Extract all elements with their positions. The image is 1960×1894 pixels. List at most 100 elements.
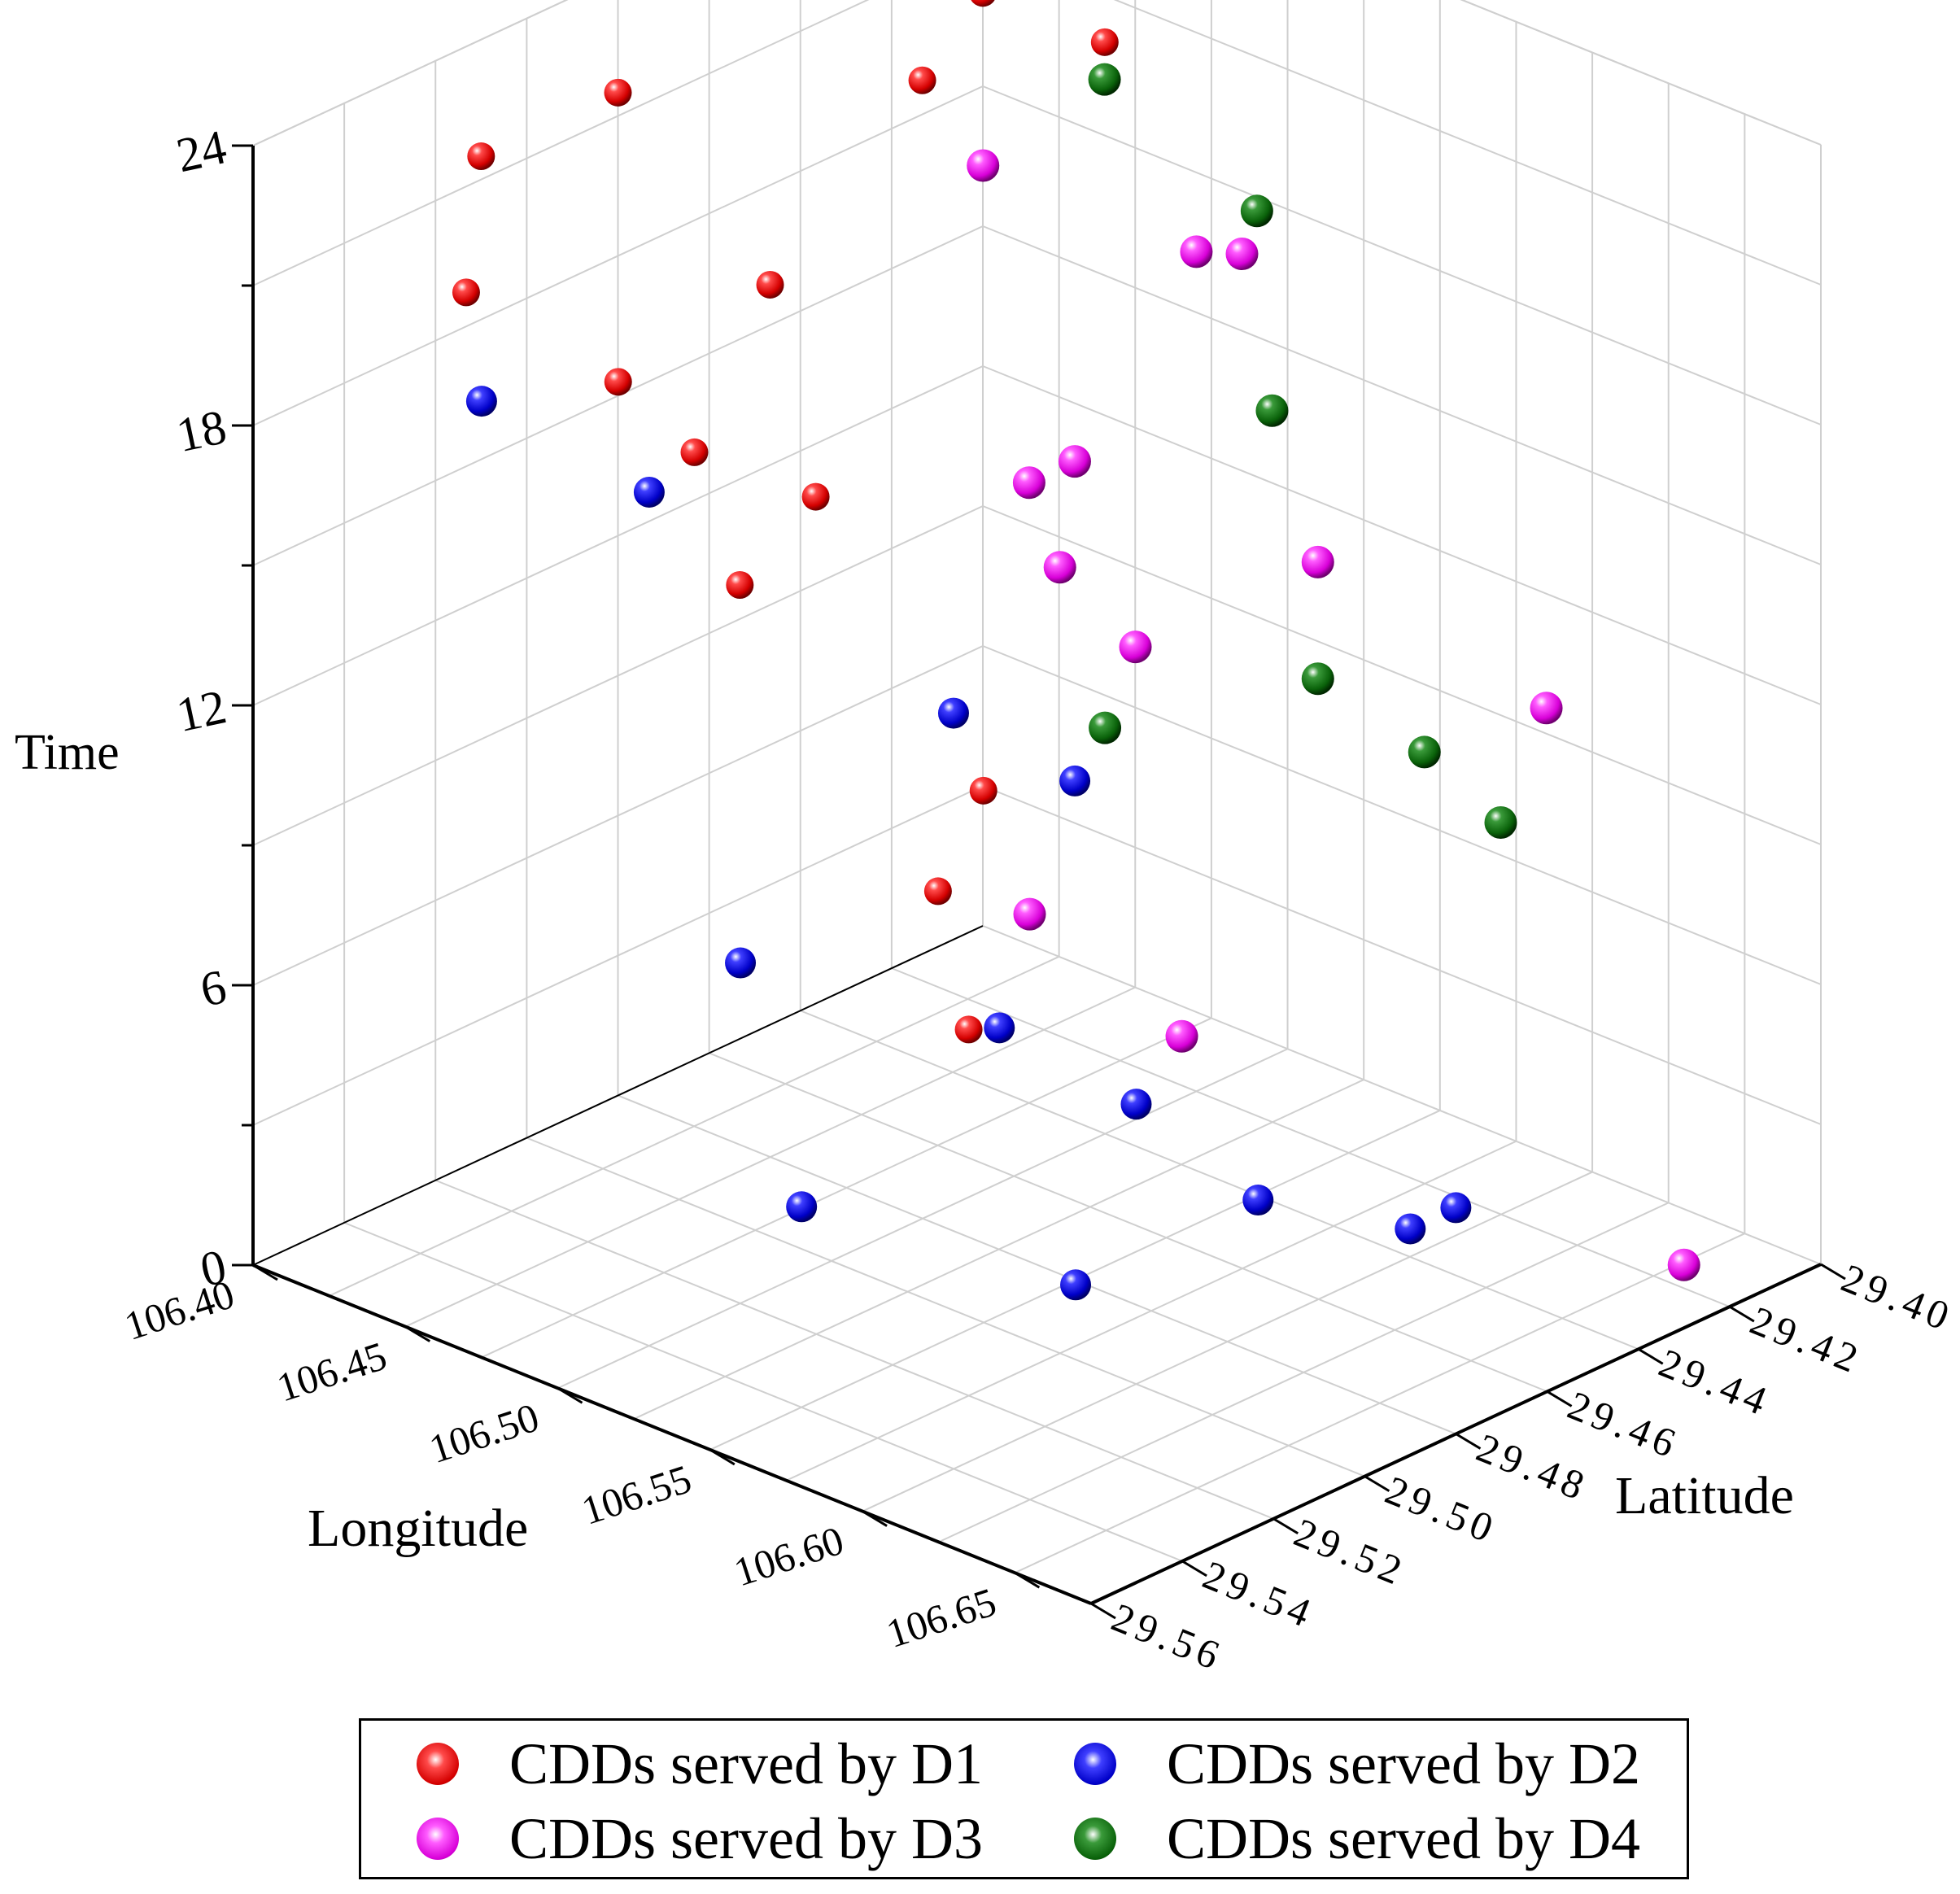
time-tick-label-3: 18 (172, 399, 230, 462)
latitude-tick-4 (1455, 1433, 1482, 1450)
point-series2-8 (1060, 1269, 1092, 1301)
point-series2-3 (1059, 765, 1091, 796)
grid-line-54 (252, 0, 870, 286)
grid-line-58 (252, 0, 569, 146)
point-series1-13 (954, 1015, 983, 1044)
time-tick-label-2: 12 (172, 679, 230, 742)
longitude-tick-1 (404, 1325, 431, 1342)
point-series2-7 (786, 1191, 818, 1223)
legend: CDDs served by D1 CDDs served by D2 CDDs… (359, 1718, 1689, 1879)
legend-label-d3: CDDs served by D3 (509, 1806, 983, 1871)
point-series3-11 (1667, 1248, 1700, 1281)
point-series3-5 (1043, 551, 1076, 584)
latitude-tick-7 (1181, 1560, 1207, 1578)
legend-label-d4: CDDs served by D4 (1167, 1806, 1640, 1871)
legend-item-d3: CDDs served by D3 (417, 1802, 983, 1875)
legend-item-d4: CDDs served by D4 (1074, 1802, 1640, 1875)
grid-line-48 (252, 365, 984, 706)
point-series1-8 (680, 438, 709, 466)
time-axis-label: Time (15, 725, 120, 780)
point-series1-2 (452, 278, 480, 307)
latitude-axis-label: Latitude (1615, 1466, 1794, 1525)
point-series3-10 (1165, 1019, 1198, 1053)
point-series1-1 (467, 142, 495, 171)
latitude-tick-label-5: 29.50 (1379, 1467, 1504, 1552)
point-series4-6 (1408, 735, 1441, 769)
point-series2-9 (1242, 1185, 1274, 1216)
longitude-tick-label-2: 106.50 (424, 1394, 544, 1472)
point-series2-5 (984, 1012, 1015, 1044)
grid-line-46 (252, 505, 984, 846)
grid-line-42 (252, 785, 984, 1126)
latitude-tick-2 (1637, 1347, 1664, 1365)
grid-line-30 (709, 1052, 1547, 1393)
grid-line-28 (800, 1010, 1639, 1351)
longitude-tick-3 (709, 1448, 736, 1466)
grid-line-32 (618, 1094, 1456, 1435)
point-series4-2 (1088, 63, 1121, 96)
grid-line-47 (982, 505, 1822, 845)
grid (252, 0, 1822, 1604)
grid-line-43 (982, 785, 1822, 1125)
point-series4-7 (1484, 805, 1517, 839)
time-tick-label-1: 6 (196, 959, 231, 1017)
latitude-tick-label-6: 29.52 (1288, 1509, 1412, 1595)
point-series3-7 (1301, 545, 1334, 578)
point-series4-3 (1240, 194, 1273, 228)
legend-item-d2: CDDs served by D2 (1074, 1727, 1640, 1800)
longitude-tick-2 (557, 1386, 583, 1404)
point-series1-5 (971, 0, 995, 7)
point-series2-0 (465, 386, 497, 417)
point-series3-1 (1180, 235, 1213, 268)
point-series1-12 (923, 877, 952, 906)
point-series2-4 (725, 947, 757, 979)
point-series1-3 (908, 66, 936, 94)
longitude-tick-label-4: 106.60 (728, 1517, 849, 1595)
point-series2-1 (633, 476, 665, 508)
grid-line-52 (252, 85, 984, 426)
legend-marker-d3-icon (417, 1818, 459, 1860)
point-series3-0 (967, 149, 1000, 182)
axes (232, 144, 1846, 1620)
point-series1-4 (1090, 28, 1119, 56)
point-series1-10 (726, 571, 754, 600)
grid-line-59 (1460, 0, 1822, 146)
point-series1-6 (756, 270, 784, 299)
legend-marker-d2-icon (1074, 1743, 1116, 1785)
point-series1-7 (604, 368, 632, 396)
legend-item-d1: CDDs served by D1 (417, 1727, 983, 1800)
longitude-tick-label-1: 106.45 (272, 1333, 392, 1411)
longitude-tick-label-5: 106.65 (881, 1578, 1002, 1656)
point-series2-2 (937, 697, 969, 729)
legend-label-d1: CDDs served by D1 (509, 1731, 983, 1796)
latitude-tick-label-8: 29.56 (1106, 1594, 1230, 1679)
longitude-axis-line (252, 1263, 1092, 1605)
grid-line-49 (982, 365, 1822, 705)
point-series4-4 (1255, 394, 1289, 427)
point-series3-4 (1012, 466, 1045, 500)
point-series4-8 (1089, 711, 1122, 744)
point-series2-10 (1395, 1213, 1426, 1245)
grid-line-38 (343, 1221, 1183, 1562)
latitude-tick-5 (1364, 1475, 1390, 1492)
latitude-tick-6 (1272, 1517, 1299, 1535)
grid-line-55 (1113, 0, 1822, 286)
longitude-tick-4 (862, 1510, 888, 1527)
longitude-tick-0 (252, 1263, 278, 1281)
point-series1-11 (969, 776, 997, 805)
grid-line-34 (526, 1137, 1365, 1477)
grid-line-24 (982, 925, 1822, 1265)
latitude-tick-label-2: 29.44 (1653, 1340, 1778, 1425)
grid-line-50 (252, 225, 984, 566)
latitude-tick-label-0: 29.40 (1836, 1255, 1960, 1340)
grid-line-45 (982, 645, 1822, 985)
point-series3-2 (1225, 238, 1259, 271)
point-series4-5 (1301, 662, 1334, 696)
floor-back-edge-line (252, 925, 984, 1266)
time-tick-label-4: 24 (172, 120, 230, 182)
latitude-tick-3 (1546, 1390, 1573, 1407)
latitude-tick-0 (1820, 1263, 1846, 1281)
grid-line-51 (982, 225, 1822, 565)
grid-line-26 (891, 967, 1731, 1308)
